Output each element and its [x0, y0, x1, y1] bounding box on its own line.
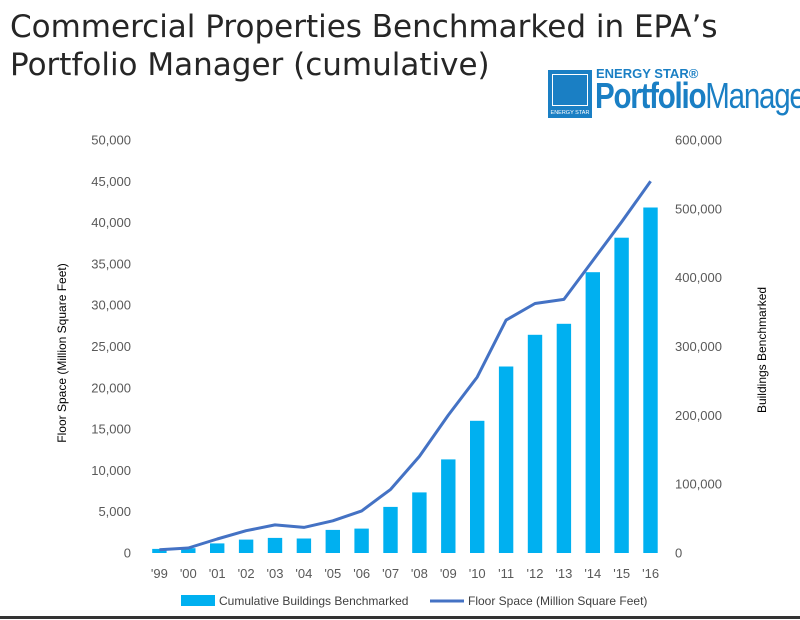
bar-08	[412, 492, 427, 553]
bar-99	[152, 548, 167, 553]
x-tick-label: '00	[180, 566, 197, 581]
x-tick-label: '06	[353, 566, 370, 581]
x-tick-label: '10	[469, 566, 486, 581]
y2-tick-label: 600,000	[675, 133, 722, 148]
y-tick-label: 15,000	[91, 422, 131, 437]
logo-mark-text: ENERGY STAR	[550, 110, 590, 116]
y-axis-left-ticks: 0 5,000 10,000 15,000 20,000 25,000 30,000 35,0…	[91, 133, 131, 561]
bar-13	[556, 323, 572, 553]
footer-divider	[0, 616, 800, 619]
x-tick-label: '03	[267, 566, 284, 581]
y2-tick-label: 200,000	[675, 408, 722, 423]
x-tick-label: '16	[642, 566, 659, 581]
y-tick-label: 10,000	[91, 463, 131, 478]
energy-star-portfolio-manager-logo: ENERGY STAR ENERGY STAR® PortfolioManage…	[548, 66, 800, 120]
y-axis-left-label: Floor Space (Million Square Feet)	[55, 263, 69, 442]
bar-10	[470, 420, 485, 553]
bar-04	[296, 538, 312, 553]
x-tick-label: '08	[411, 566, 428, 581]
x-tick-label: '01	[209, 566, 226, 581]
x-tick-label: '13	[555, 566, 572, 581]
x-tick-label: '14	[584, 566, 601, 581]
y-tick-label: 5,000	[98, 504, 131, 519]
bar-02	[238, 539, 254, 553]
legend-line-label: Floor Space (Million Square Feet)	[468, 594, 647, 608]
bar-03	[267, 537, 283, 553]
y2-tick-label: 100,000	[675, 477, 722, 492]
y-tick-label: 35,000	[91, 256, 131, 271]
y-tick-label: 40,000	[91, 215, 131, 230]
y2-tick-label: 300,000	[675, 339, 722, 354]
logo-energy-star-text: ENERGY STAR®	[596, 66, 699, 81]
y2-tick-label: 500,000	[675, 201, 722, 216]
x-tick-label: '99	[151, 566, 168, 581]
y-tick-label: 30,000	[91, 298, 131, 313]
x-tick-label: '05	[324, 566, 341, 581]
bar-16	[643, 207, 658, 553]
bar-05	[325, 529, 340, 553]
x-tick-label: '09	[440, 566, 457, 581]
x-tick-label: '12	[527, 566, 544, 581]
legend: Cumulative Buildings Benchmarked Floor S…	[181, 594, 647, 608]
x-tick-label: '15	[613, 566, 630, 581]
bar-14	[585, 272, 600, 553]
x-axis-ticks: '99 '00 '01 '02 '03 '04 '05 '06 '07 '08 '09 '10 '11 '…	[151, 566, 659, 581]
y2-tick-label: 400,000	[675, 270, 722, 285]
legend-bar-label: Cumulative Buildings Benchmarked	[219, 594, 408, 608]
x-tick-label: '07	[382, 566, 399, 581]
y2-tick-label: 0	[675, 546, 682, 561]
bar-11	[498, 366, 514, 553]
energy-star-mark-icon: ENERGY STAR	[548, 70, 592, 118]
legend-bar-swatch	[181, 595, 215, 606]
y-tick-label: 25,000	[91, 339, 131, 354]
x-tick-label: '04	[295, 566, 312, 581]
bar-series	[152, 207, 658, 553]
logo-product-rest: Manager®	[705, 75, 800, 116]
bar-06	[354, 528, 369, 553]
chart-title-line-2: Portfolio Manager (cumulative)	[10, 47, 490, 83]
bar-07	[383, 506, 398, 553]
line-series	[159, 180, 652, 552]
bar-09	[441, 459, 456, 553]
y-tick-label: 20,000	[91, 380, 131, 395]
floor-space-line	[159, 180, 652, 552]
x-tick-label: '11	[498, 566, 514, 581]
y-tick-label: 0	[124, 546, 131, 561]
y-axis-right-label: Buildings Benchmarked	[755, 287, 769, 413]
bar-15	[614, 237, 629, 553]
y-tick-label: 45,000	[91, 174, 131, 189]
bar-01	[210, 543, 225, 553]
logo-product-bold: Portfolio	[595, 75, 707, 116]
x-tick-label: '02	[238, 566, 255, 581]
y-axis-right-ticks: 0 100,000 200,000 300,000 400,000 500,000 600,…	[675, 133, 722, 561]
bar-12	[527, 334, 543, 553]
y-tick-label: 50,000	[91, 133, 131, 148]
bar-00	[181, 548, 196, 553]
